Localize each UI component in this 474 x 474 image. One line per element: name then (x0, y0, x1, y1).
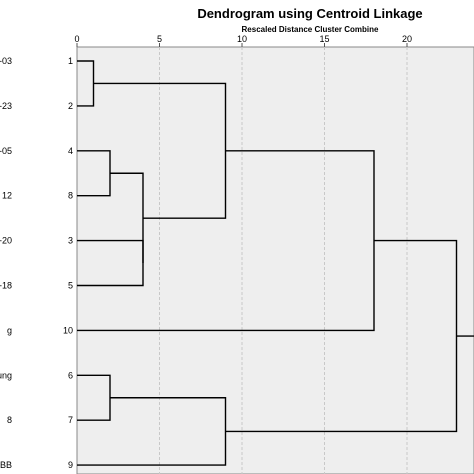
case-number: 6 (68, 370, 73, 380)
case-number: 9 (68, 460, 73, 470)
case-number: 2 (68, 101, 73, 111)
case-number: 4 (68, 146, 73, 156)
case-label: 12 (2, 191, 12, 201)
chart-title: Dendrogram using Centroid Linkage (197, 6, 423, 21)
x-tick-label: 5 (157, 34, 162, 44)
cluster-link (110, 172, 144, 264)
case-number: 1 (68, 56, 73, 66)
case-label: 7-21-21-23 (0, 101, 12, 111)
case-label: g (7, 325, 12, 335)
case-label: 3-22-20-05 (0, 146, 12, 156)
x-tick-label: 15 (319, 34, 329, 44)
case-label: -10-18-18 (0, 281, 12, 291)
plot-background (76, 46, 474, 474)
case-number: 3 (68, 236, 73, 246)
case-number: 10 (63, 325, 73, 335)
x-tick-label: 0 (74, 34, 79, 44)
case-number: 7 (68, 415, 73, 425)
case-number: 5 (68, 281, 73, 291)
case-label: 8 (7, 415, 12, 425)
x-tick-label: 10 (237, 34, 247, 44)
case-label: Gaung (0, 370, 12, 380)
case-label: 3-20-07-20 (0, 236, 12, 246)
case-label: BB (0, 460, 12, 470)
axis-title: Rescaled Distance Cluster Combine (241, 25, 379, 34)
x-tick-label: 20 (402, 34, 412, 44)
case-label: -09-23-03 (0, 56, 12, 66)
case-number: 8 (68, 191, 73, 201)
